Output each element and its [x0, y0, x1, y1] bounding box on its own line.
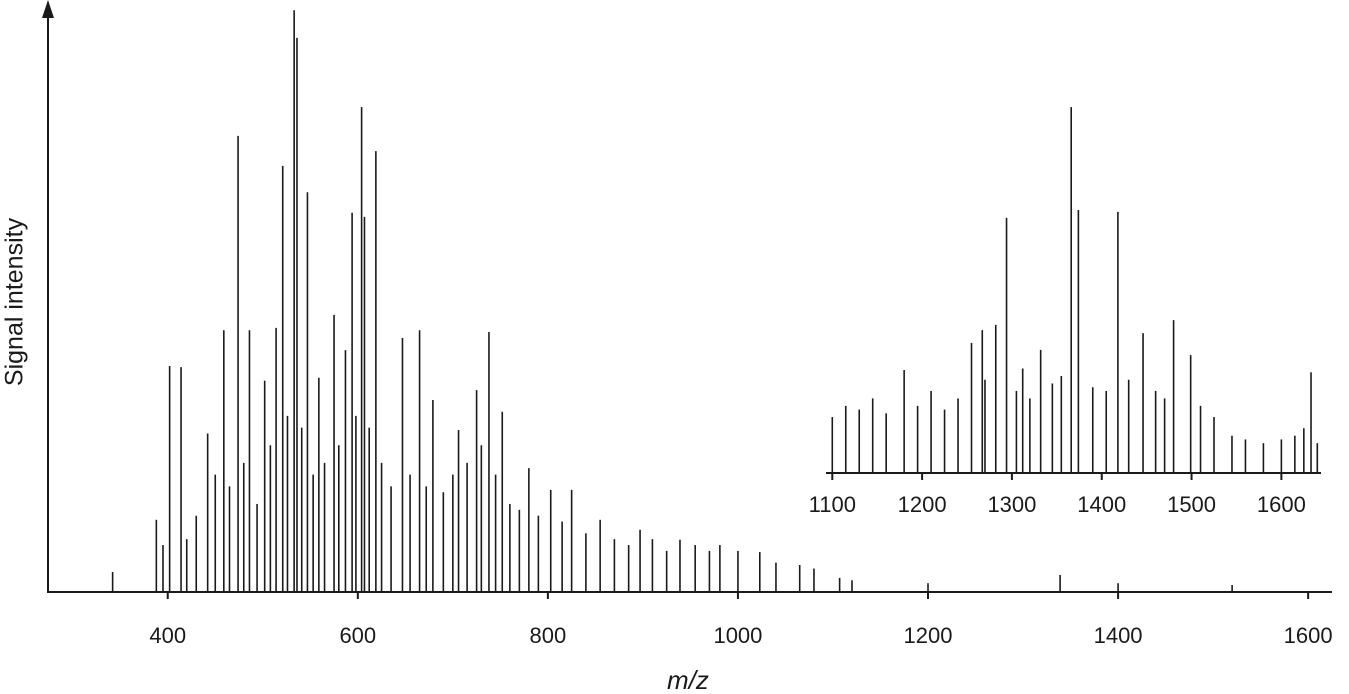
x-tick-label: 800 [530, 623, 567, 648]
x-tick-label: 1400 [1094, 623, 1143, 648]
x-tick-label: 1300 [987, 492, 1036, 517]
x-tick-label: 1600 [1284, 623, 1333, 648]
x-tick-label: 1100 [809, 492, 856, 517]
x-tick-label: 1500 [1167, 492, 1216, 517]
x-tick-label: 400 [149, 623, 186, 648]
x-tick-label: 600 [339, 623, 376, 648]
x-tick-label: 1600 [1257, 492, 1306, 517]
x-tick-label: 1000 [713, 623, 762, 648]
x-axis-label: m/z [667, 665, 709, 694]
x-tick-label: 1200 [898, 492, 947, 517]
x-tick-label: 1400 [1077, 492, 1126, 517]
y-axis-label: Signal intensity [1, 217, 29, 386]
x-tick-label: 1200 [904, 623, 953, 648]
y-axis-arrow [42, 0, 54, 18]
